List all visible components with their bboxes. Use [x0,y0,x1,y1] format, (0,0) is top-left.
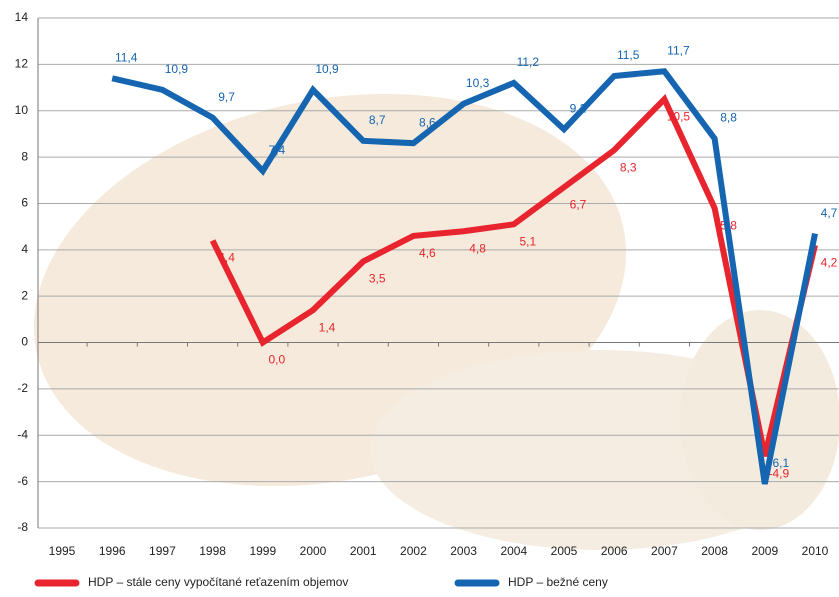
data-label: 0,0 [268,353,285,367]
y-tick-label: -6 [17,474,28,488]
data-label: 9,7 [218,90,235,104]
data-label: -6,1 [768,456,789,470]
data-label: 8,8 [720,111,737,125]
x-tick-label: 1996 [99,544,126,558]
data-label: 11,4 [115,50,138,64]
legend-label: HDP – bežné ceny [508,575,608,589]
x-tick-label: 2005 [551,544,578,558]
x-tick-label: 2007 [651,544,678,558]
x-tick-label: 2002 [400,544,427,558]
data-label: 3,5 [369,272,386,286]
data-label: 8,7 [369,113,386,127]
y-tick-label: -4 [17,427,28,441]
data-label: 1,4 [319,320,336,334]
x-tick-label: 2001 [350,544,377,558]
data-label: 10,5 [667,109,691,123]
data-label: 4,8 [469,241,486,255]
y-tick-label: 0 [21,335,28,349]
data-label: 6,7 [570,197,587,211]
data-label: 4,4 [218,251,235,265]
data-label: 5,1 [519,234,536,248]
y-tick-label: 8 [21,149,28,163]
series-line [209,93,818,457]
y-tick-label: 6 [21,196,28,210]
x-tick-label: 1995 [49,544,76,558]
data-label: 11,2 [517,55,540,69]
data-label: 7,4 [268,143,285,157]
x-tick-label: 2009 [751,544,778,558]
data-label: 10,9 [315,62,339,76]
y-tick-label: 4 [21,242,28,256]
y-tick-label: 10 [15,103,29,117]
data-label: 9,2 [570,101,587,115]
y-tick-label: 12 [15,57,29,71]
legend-label: HDP – stále ceny vypočítané reťazením ob… [88,575,348,589]
x-tick-label: 2010 [802,544,829,558]
data-label: 4,2 [821,255,838,269]
data-label: 8,6 [419,115,436,129]
x-tick-label: 2000 [300,544,327,558]
x-tick-label: 2006 [601,544,628,558]
x-tick-label: 1998 [199,544,226,558]
y-tick-label: 14 [15,10,29,24]
series-line [111,68,818,485]
data-label: 10,9 [165,62,189,76]
data-label: 10,3 [466,76,490,90]
x-tick-label: 2008 [701,544,728,558]
data-label: 4,6 [419,246,436,260]
data-label: 8,3 [620,160,637,174]
data-label: -4,9 [768,466,789,480]
x-tick-label: 1997 [149,544,176,558]
data-label: 4,7 [821,206,838,220]
data-label: 11,5 [617,48,640,62]
data-label: 11,7 [667,43,690,57]
x-tick-label: 2003 [450,544,477,558]
x-tick-label: 1999 [249,544,276,558]
y-tick-label: -2 [17,381,28,395]
x-tick-label: 2004 [500,544,527,558]
y-tick-label: 2 [21,288,28,302]
y-tick-label: -8 [17,520,28,534]
